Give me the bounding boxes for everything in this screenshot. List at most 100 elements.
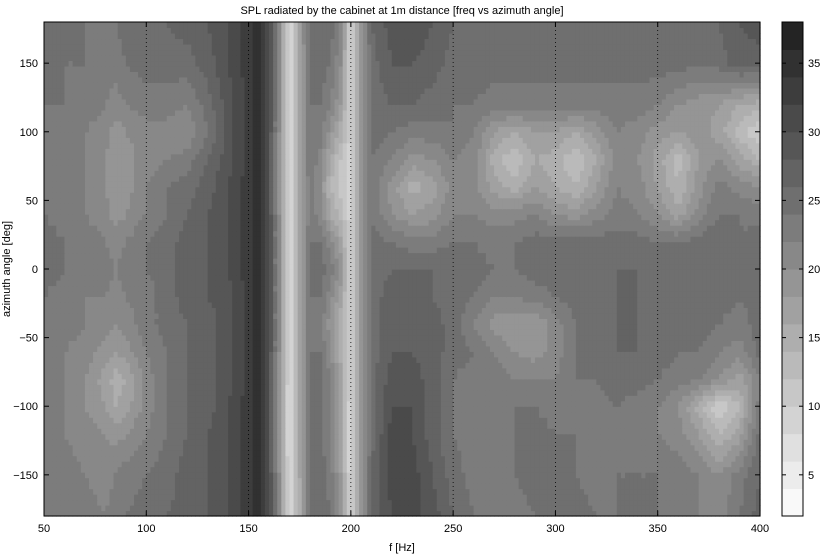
heatmap-cell bbox=[477, 466, 483, 473]
heatmap-cell bbox=[113, 378, 119, 385]
heatmap-cell bbox=[571, 494, 577, 501]
heatmap-cell bbox=[354, 505, 360, 512]
heatmap-cell bbox=[563, 461, 569, 468]
heatmap-cell bbox=[60, 373, 66, 380]
heatmap-cell bbox=[187, 406, 192, 413]
heatmap-cell bbox=[645, 439, 651, 446]
heatmap-cell bbox=[620, 362, 626, 369]
heatmap-cell bbox=[326, 406, 331, 413]
heatmap-cell bbox=[101, 494, 106, 501]
heatmap-cell bbox=[678, 455, 683, 462]
heatmap-cell bbox=[309, 428, 315, 435]
heatmap-cell bbox=[64, 499, 70, 506]
heatmap-cell bbox=[444, 483, 450, 490]
heatmap-cell bbox=[710, 433, 716, 440]
heatmap-cell bbox=[616, 362, 622, 369]
heatmap-cell bbox=[199, 444, 205, 451]
heatmap-cell bbox=[60, 428, 66, 435]
heatmap-cell bbox=[412, 494, 417, 501]
heatmap-cell bbox=[547, 395, 552, 402]
heatmap-cell bbox=[134, 499, 139, 506]
heatmap-cell bbox=[616, 488, 622, 495]
heatmap-cell bbox=[273, 505, 278, 512]
heatmap-cell bbox=[620, 455, 626, 462]
heatmap-cell bbox=[436, 450, 442, 457]
heatmap-cell bbox=[240, 362, 246, 369]
heatmap-cell bbox=[526, 422, 532, 429]
heatmap-cell bbox=[264, 406, 270, 413]
heatmap-cell bbox=[559, 378, 565, 385]
heatmap-cell bbox=[612, 477, 618, 484]
heatmap-cell bbox=[305, 494, 311, 501]
heatmap-cell bbox=[52, 373, 57, 380]
heatmap-cell bbox=[232, 417, 237, 424]
heatmap-cell bbox=[248, 373, 254, 380]
heatmap-cell bbox=[359, 466, 364, 473]
heatmap-cell bbox=[620, 417, 626, 424]
heatmap-cell bbox=[465, 494, 471, 501]
heatmap-cell bbox=[633, 422, 638, 429]
heatmap-cell bbox=[727, 444, 732, 451]
heatmap-cell bbox=[72, 461, 78, 468]
heatmap-cell bbox=[661, 395, 667, 402]
heatmap-cell bbox=[690, 477, 696, 484]
heatmap-cell bbox=[219, 422, 225, 429]
heatmap-cell bbox=[555, 477, 561, 484]
heatmap-cell bbox=[502, 422, 507, 429]
heatmap-cell bbox=[117, 411, 123, 418]
heatmap-cell bbox=[97, 356, 102, 363]
heatmap-cell bbox=[350, 499, 356, 506]
heatmap-cell bbox=[305, 389, 311, 396]
heatmap-cell bbox=[305, 499, 311, 506]
heatmap-cell bbox=[555, 433, 561, 440]
heatmap-cell bbox=[363, 455, 368, 462]
heatmap-cell bbox=[510, 494, 516, 501]
heatmap-cell bbox=[387, 477, 393, 484]
heatmap-cell bbox=[571, 411, 577, 418]
heatmap-cell bbox=[72, 400, 78, 407]
heatmap-cell bbox=[412, 483, 417, 490]
heatmap-cell bbox=[678, 378, 683, 385]
heatmap-cell bbox=[387, 422, 393, 429]
heatmap-cell bbox=[432, 395, 438, 402]
heatmap-cell bbox=[485, 494, 491, 501]
heatmap-cell bbox=[665, 367, 671, 374]
heatmap-cell bbox=[93, 450, 98, 457]
heatmap-cell bbox=[702, 428, 708, 435]
heatmap-cell bbox=[305, 472, 311, 479]
heatmap-cell bbox=[518, 428, 524, 435]
heatmap-cell bbox=[293, 356, 299, 363]
heatmap-cell bbox=[309, 406, 315, 413]
heatmap-cell bbox=[350, 483, 356, 490]
heatmap-cell bbox=[162, 428, 168, 435]
heatmap-cell bbox=[526, 510, 532, 517]
heatmap-cell bbox=[64, 450, 70, 457]
heatmap-cell bbox=[113, 477, 119, 484]
heatmap-cell bbox=[727, 411, 732, 418]
heatmap-cell bbox=[571, 450, 577, 457]
heatmap-cell bbox=[367, 417, 372, 424]
heatmap-cell bbox=[215, 477, 221, 484]
heatmap-cell bbox=[719, 406, 724, 413]
heatmap-cell bbox=[129, 356, 135, 363]
heatmap-cell bbox=[391, 384, 397, 391]
heatmap-cell bbox=[101, 505, 106, 512]
heatmap-cell bbox=[150, 455, 156, 462]
heatmap-cell bbox=[89, 406, 94, 413]
heatmap-cell bbox=[604, 367, 610, 374]
heatmap-cell bbox=[277, 406, 282, 413]
heatmap-cell bbox=[481, 378, 487, 385]
heatmap-cell bbox=[318, 356, 323, 363]
heatmap-cell bbox=[719, 477, 724, 484]
heatmap-cell bbox=[616, 433, 622, 440]
heatmap-cell bbox=[506, 510, 512, 517]
heatmap-cell bbox=[219, 389, 225, 396]
heatmap-cell bbox=[596, 433, 602, 440]
heatmap-cell bbox=[105, 384, 111, 391]
heatmap-cell bbox=[158, 362, 164, 369]
heatmap-cell bbox=[743, 417, 749, 424]
heatmap-cell bbox=[755, 411, 761, 418]
heatmap-cell bbox=[219, 488, 225, 495]
heatmap-cell bbox=[166, 389, 172, 396]
heatmap-cell bbox=[579, 439, 585, 446]
